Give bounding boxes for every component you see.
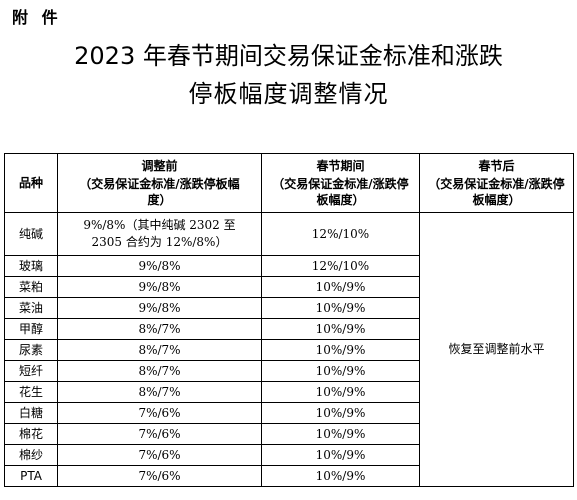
before-value: 8%/7% xyxy=(57,360,262,382)
header-after: 春节后 （交易保证金标准/涨跌停板幅度） xyxy=(419,153,574,213)
product-name: 菜粕 xyxy=(4,276,58,298)
product-name: 玻璃 xyxy=(4,255,58,277)
table-row: 菜油 9%/8% 10%/9% xyxy=(4,297,574,319)
product-name: 甲醇 xyxy=(4,318,58,340)
during-value: 10%/9% xyxy=(261,444,420,466)
table-row: 尿素 8%/7% 10%/9% xyxy=(4,339,574,361)
before-value: 7%/6% xyxy=(57,465,262,487)
during-value: 10%/9% xyxy=(261,297,420,319)
before-value: 7%/6% xyxy=(57,444,262,466)
header-during: 春节期间 （交易保证金标准/涨跌停板幅度） xyxy=(261,153,420,213)
margin-adjustment-table: 品种 调整前 （交易保证金标准/涨跌停板幅度） 春节期间 （交易保证金标准/涨跌… xyxy=(4,153,574,487)
before-value: 9%/8% xyxy=(57,255,262,277)
during-value: 10%/9% xyxy=(261,360,420,382)
before-value: 7%/6% xyxy=(57,423,262,445)
table-header-row: 品种 调整前 （交易保证金标准/涨跌停板幅度） 春节期间 （交易保证金标准/涨跌… xyxy=(4,153,574,213)
during-value: 12%/10% xyxy=(261,255,420,277)
during-value: 10%/9% xyxy=(261,465,420,487)
header-during-sub: （交易保证金标准/涨跌停板幅度） xyxy=(272,177,409,207)
table-row: 花生 8%/7% 10%/9% xyxy=(4,381,574,403)
table-row: PTA 7%/6% 10%/9% xyxy=(4,465,574,487)
during-value: 10%/9% xyxy=(261,339,420,361)
product-name: 尿素 xyxy=(4,339,58,361)
header-before-sub: （交易保证金标准/涨跌停板幅度） xyxy=(79,177,240,207)
during-value: 10%/9% xyxy=(261,276,420,298)
before-value: 9%/8% xyxy=(57,276,262,298)
page-title-line-2: 停板幅度调整情况 xyxy=(188,80,389,108)
before-value: 7%/6% xyxy=(57,402,262,424)
table-row: 短纤 8%/7% 10%/9% xyxy=(4,360,574,382)
product-name: PTA xyxy=(4,465,58,487)
before-value: 9%/8% xyxy=(57,297,262,319)
page-title-line-1: 2023 年春节期间交易保证金标准和涨跌 xyxy=(74,42,503,70)
during-value: 10%/9% xyxy=(261,402,420,424)
table-row: 棉花 7%/6% 10%/9% xyxy=(4,423,574,445)
product-name: 纯碱 xyxy=(4,212,58,256)
attachment-label: 附 件 xyxy=(12,8,62,27)
after-value: 恢复至调整前水平 xyxy=(419,212,574,487)
during-value: 12%/10% xyxy=(261,212,420,256)
product-name: 白糖 xyxy=(4,402,58,424)
before-value: 8%/7% xyxy=(57,318,262,340)
table-row: 甲醇 8%/7% 10%/9% xyxy=(4,318,574,340)
header-product: 品种 xyxy=(4,153,58,213)
table-row: 纯碱 9%/8%（其中纯碱 2302 至 2305 合约为 12%/8%） 12… xyxy=(4,212,574,487)
header-before-title: 调整前 xyxy=(141,159,178,173)
table-row: 菜粕 9%/8% 10%/9% xyxy=(4,276,574,298)
product-name: 菜油 xyxy=(4,297,58,319)
product-name: 棉纱 xyxy=(4,444,58,466)
table-row: 白糖 7%/6% 10%/9% xyxy=(4,402,574,424)
before-value: 8%/7% xyxy=(57,381,262,403)
during-value: 10%/9% xyxy=(261,381,420,403)
product-name: 花生 xyxy=(4,381,58,403)
product-name: 棉花 xyxy=(4,423,58,445)
product-name: 短纤 xyxy=(4,360,58,382)
header-during-title: 春节期间 xyxy=(316,159,365,173)
during-value: 10%/9% xyxy=(261,423,420,445)
before-value: 9%/8%（其中纯碱 2302 至 2305 合约为 12%/8%） xyxy=(57,212,262,256)
header-after-title: 春节后 xyxy=(478,159,515,173)
header-before: 调整前 （交易保证金标准/涨跌停板幅度） xyxy=(57,153,262,213)
header-after-sub: （交易保证金标准/涨跌停板幅度） xyxy=(428,177,565,207)
before-value: 8%/7% xyxy=(57,339,262,361)
during-value: 10%/9% xyxy=(261,318,420,340)
